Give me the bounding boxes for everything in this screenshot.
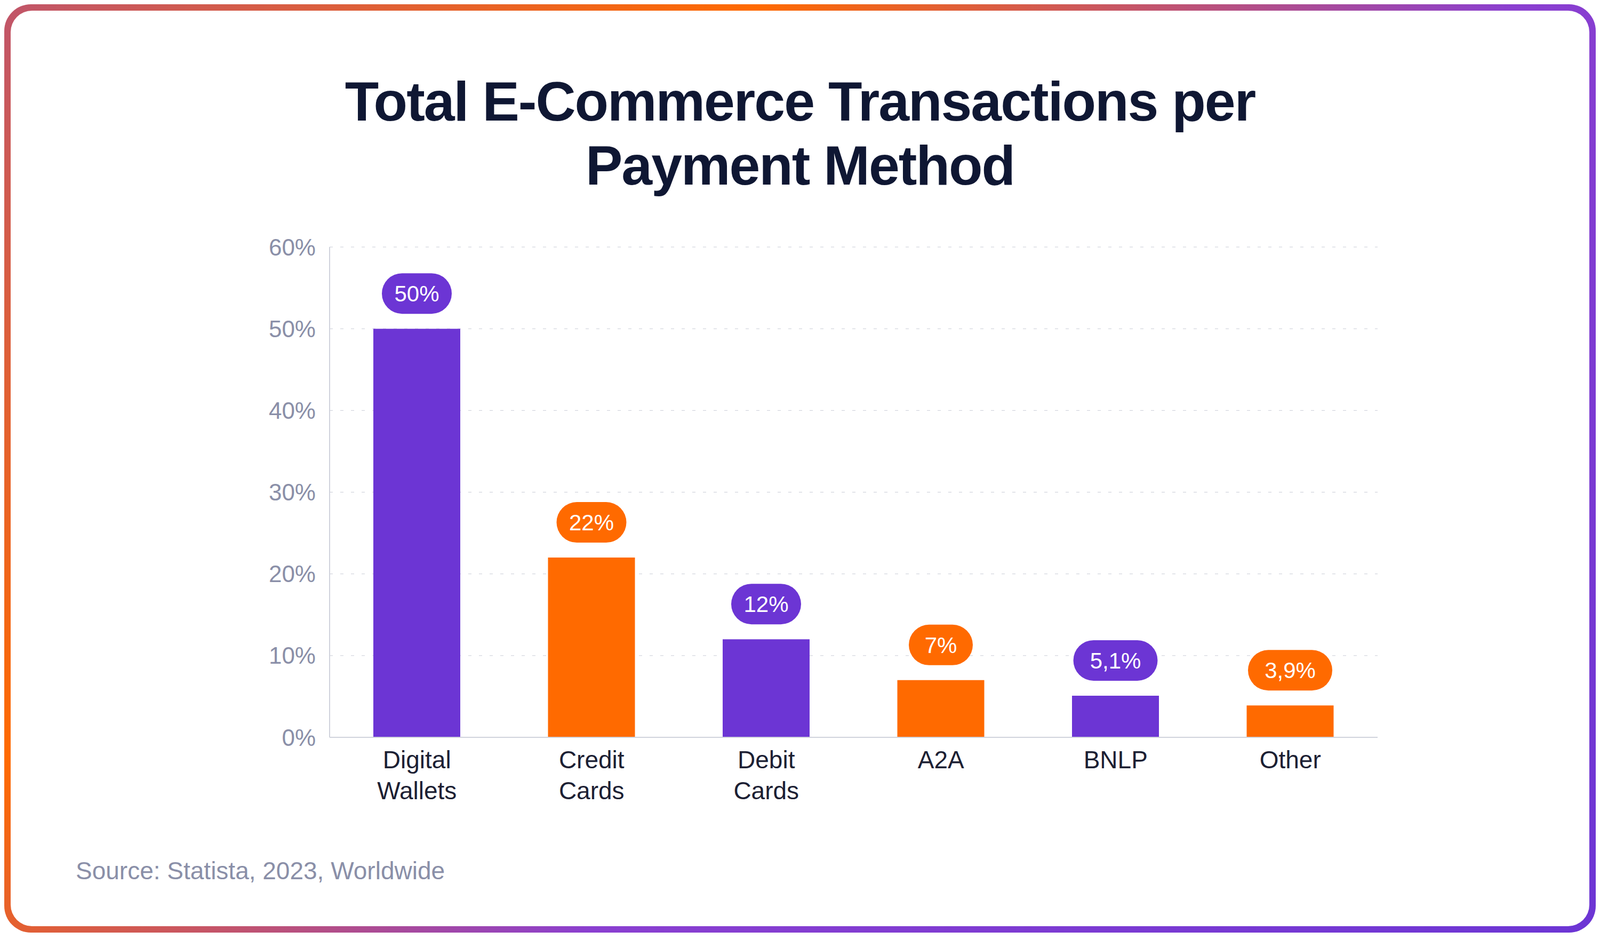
svg-text:10%: 10%: [268, 642, 316, 669]
svg-text:22%: 22%: [569, 509, 614, 535]
svg-text:50%: 50%: [394, 281, 439, 307]
svg-text:0%: 0%: [281, 724, 316, 751]
svg-text:12%: 12%: [743, 591, 789, 617]
svg-text:7%: 7%: [924, 632, 958, 658]
svg-text:DigitalWallets: DigitalWallets: [377, 745, 457, 805]
svg-text:CreditCards: CreditCards: [558, 745, 625, 805]
svg-text:5,1%: 5,1%: [1090, 648, 1142, 674]
svg-text:40%: 40%: [268, 397, 316, 424]
svg-text:60%: 60%: [268, 234, 316, 261]
svg-text:A2A: A2A: [917, 745, 965, 774]
svg-text:Other: Other: [1259, 745, 1322, 774]
svg-text:3,9%: 3,9%: [1264, 657, 1316, 683]
svg-text:30%: 30%: [268, 478, 316, 506]
html-text:Source: Statista, 2023, Worldw: Source: Statista, 2023, Worldwide: [75, 856, 445, 885]
svg-text:DebitCards: DebitCards: [733, 745, 799, 805]
html-text:Total E-Commerce Transactions: Total E-Commerce Transactions per Paymen…: [344, 70, 1256, 197]
svg-text:20%: 20%: [268, 560, 316, 587]
svg-text:50%: 50%: [268, 315, 316, 342]
svg-text:BNLP: BNLP: [1083, 745, 1148, 774]
